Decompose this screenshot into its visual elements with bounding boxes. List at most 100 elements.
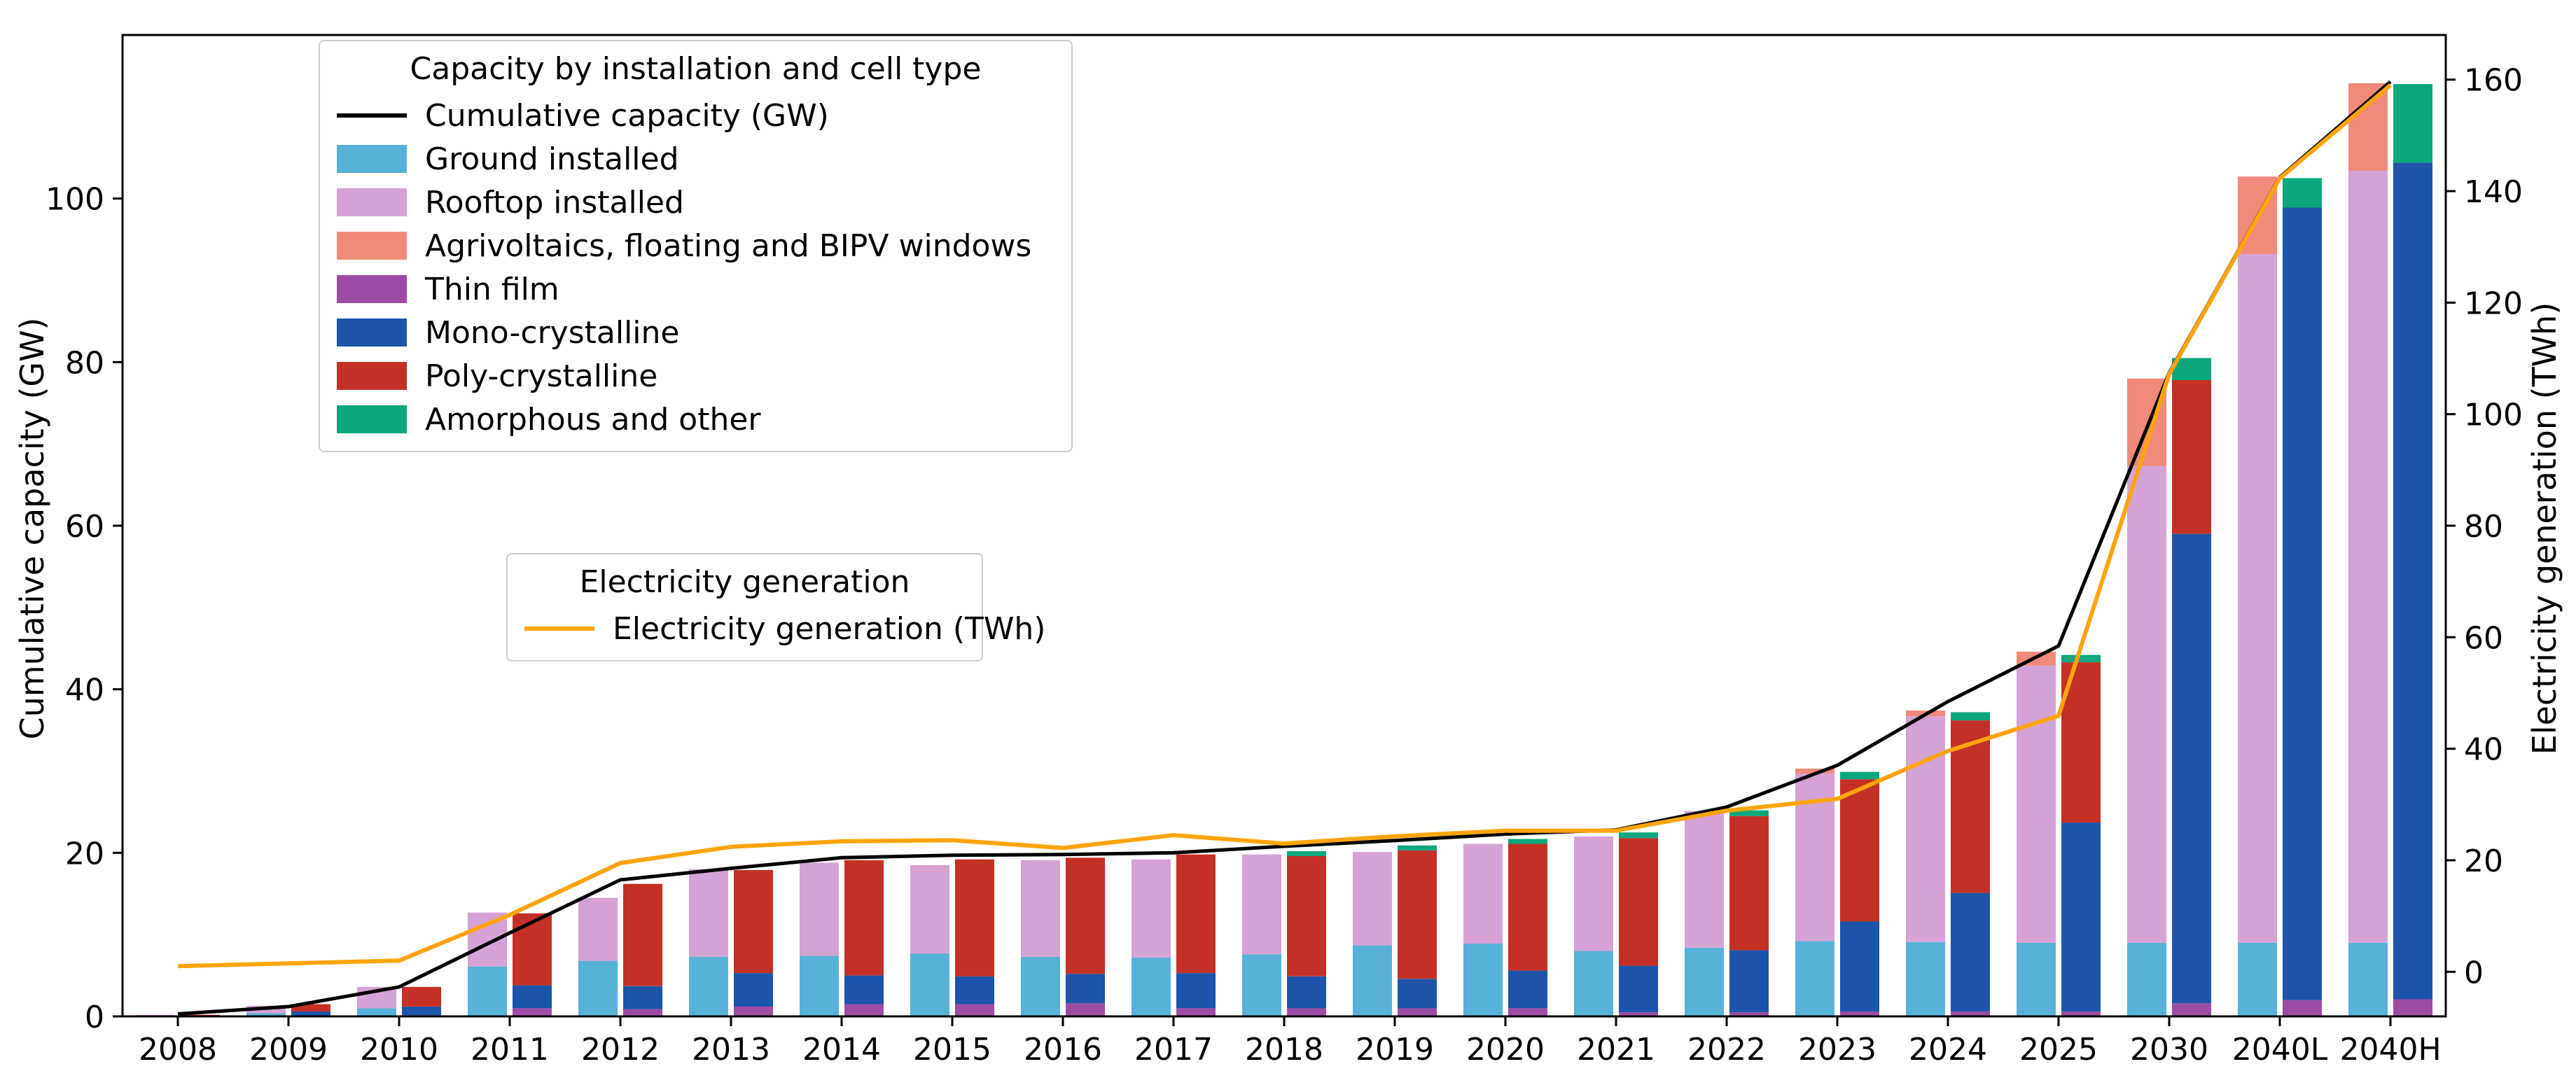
x-tick-label: 2021 xyxy=(1577,1032,1655,1068)
legend-item: Cumulative capacity (GW) xyxy=(337,94,1054,137)
bar-segment xyxy=(468,966,507,1016)
right-tick-label: 120 xyxy=(2464,286,2523,321)
right-tick-label: 80 xyxy=(2464,509,2503,545)
bar-segment xyxy=(1840,921,1879,1011)
bar-segment xyxy=(2283,207,2322,1000)
bar-segment xyxy=(1176,854,1216,974)
x-tick-label: 2013 xyxy=(692,1032,770,1068)
right-axis-title: Electricity generation (TWh) xyxy=(2526,302,2563,755)
plot-area-border xyxy=(121,34,2447,1018)
bar-segment xyxy=(2283,1000,2322,1016)
bar-segment xyxy=(689,956,728,1016)
bar-segment xyxy=(1021,956,1060,1016)
bar-segment xyxy=(1619,832,1658,839)
bar-segment xyxy=(1840,771,1879,780)
bar-segment xyxy=(623,883,662,986)
bar-segment xyxy=(2017,942,2056,1016)
bar-segment xyxy=(1951,712,1990,721)
x-tick-label: 2024 xyxy=(1909,1032,1987,1068)
bar-segment xyxy=(800,955,839,1016)
bar-segment xyxy=(1951,892,1990,1011)
left-tick-label: 60 xyxy=(65,509,104,545)
legend-capacity: Capacity by installation and cell type C… xyxy=(319,40,1073,452)
bar-segment xyxy=(1242,954,1281,1016)
x-tick-label: 2022 xyxy=(1687,1032,1766,1068)
bar-segment xyxy=(1287,856,1326,976)
x-tick-label: 2040L xyxy=(2232,1032,2328,1068)
bar-segment xyxy=(844,860,884,976)
x-tick-label: 2018 xyxy=(1245,1032,1323,1068)
bar-segment xyxy=(2348,942,2388,1016)
bar-segment xyxy=(1795,769,1834,774)
bar-segment xyxy=(1176,1008,1216,1016)
bar-segment xyxy=(1021,860,1060,957)
bar-segment xyxy=(800,862,839,956)
bar-segment xyxy=(955,976,994,1004)
bar-segment xyxy=(1287,976,1326,1009)
right-tick-label: 100 xyxy=(2464,398,2523,433)
bar-segment xyxy=(2283,178,2322,208)
left-tick-label: 20 xyxy=(65,836,104,872)
legend-entry-label: Cumulative capacity (GW) xyxy=(425,97,829,134)
bar-segment xyxy=(1287,851,1326,856)
legend-color-patch-icon xyxy=(337,188,407,216)
legend-entry-label: Rooftop installed xyxy=(425,184,684,220)
x-tick-label: 2014 xyxy=(802,1032,881,1068)
legend-color-patch-icon xyxy=(337,362,407,390)
bar-segment xyxy=(2238,942,2277,1016)
left-tick-label: 0 xyxy=(85,1000,104,1035)
bar-segment xyxy=(1463,844,1503,944)
bar-segment xyxy=(1398,850,1437,979)
bar-segment xyxy=(910,864,949,954)
x-tick-label: 2008 xyxy=(139,1032,217,1068)
bar-segment xyxy=(578,960,618,1016)
legend-line-sample-icon xyxy=(337,113,407,118)
bar-segment xyxy=(246,1013,286,1016)
bar-segment xyxy=(2238,254,2277,943)
legend-entry-label: Amorphous and other xyxy=(425,401,761,438)
bar-segment xyxy=(1066,1003,1105,1016)
bar-segment xyxy=(1840,1011,1879,1016)
bar-segment xyxy=(1132,859,1171,958)
x-tick-label: 2009 xyxy=(249,1032,328,1068)
bar-segment xyxy=(1840,779,1879,922)
bar-segment xyxy=(578,897,618,961)
right-tick-label: 40 xyxy=(2464,732,2503,768)
left-tick-label: 40 xyxy=(65,673,104,708)
left-axis-title: Cumulative capacity (GW) xyxy=(13,317,51,740)
bar-segment xyxy=(291,1011,330,1016)
bar-segment xyxy=(734,1007,773,1016)
bar-segment xyxy=(513,913,552,986)
bar-segment xyxy=(1574,951,1613,1016)
legend-color-patch-icon xyxy=(337,145,407,173)
bar-segment xyxy=(1398,1008,1437,1016)
bar-segment xyxy=(1906,941,1945,1016)
bar-segment xyxy=(955,859,994,976)
bar-segment xyxy=(2172,1003,2211,1016)
bar-segment xyxy=(1619,1012,1658,1016)
bar-segment xyxy=(844,1004,884,1016)
bar-segment xyxy=(1132,957,1171,1016)
x-tick-label: 2011 xyxy=(471,1032,549,1068)
x-tick-label: 2012 xyxy=(581,1032,660,1068)
bar-segment xyxy=(689,869,728,957)
bar-segment xyxy=(2393,162,2432,1000)
bar-segment xyxy=(2061,1011,2101,1016)
legend-color-patch-icon xyxy=(337,318,407,346)
bar-segment xyxy=(1066,858,1105,974)
x-tick-label: 2023 xyxy=(1798,1032,1877,1068)
bar-segment xyxy=(2127,465,2166,943)
legend-item: Poly-crystalline xyxy=(337,354,1054,398)
bar-segment xyxy=(2393,84,2432,163)
bar-segment xyxy=(1287,1008,1326,1016)
bar-segment xyxy=(1729,810,1769,816)
legend-line-sample-icon xyxy=(524,626,594,631)
bar-segment xyxy=(1729,1012,1769,1016)
bar-segment xyxy=(1508,844,1547,971)
line-cumulative-capacity xyxy=(177,80,2392,1016)
bar-segment xyxy=(1353,852,1392,946)
legend-entry-label: Ground installed xyxy=(425,141,679,177)
legend-entry-label: Poly-crystalline xyxy=(425,358,658,394)
bar-segment xyxy=(1353,945,1392,1016)
legend-entry-label: Thin film xyxy=(425,271,559,307)
